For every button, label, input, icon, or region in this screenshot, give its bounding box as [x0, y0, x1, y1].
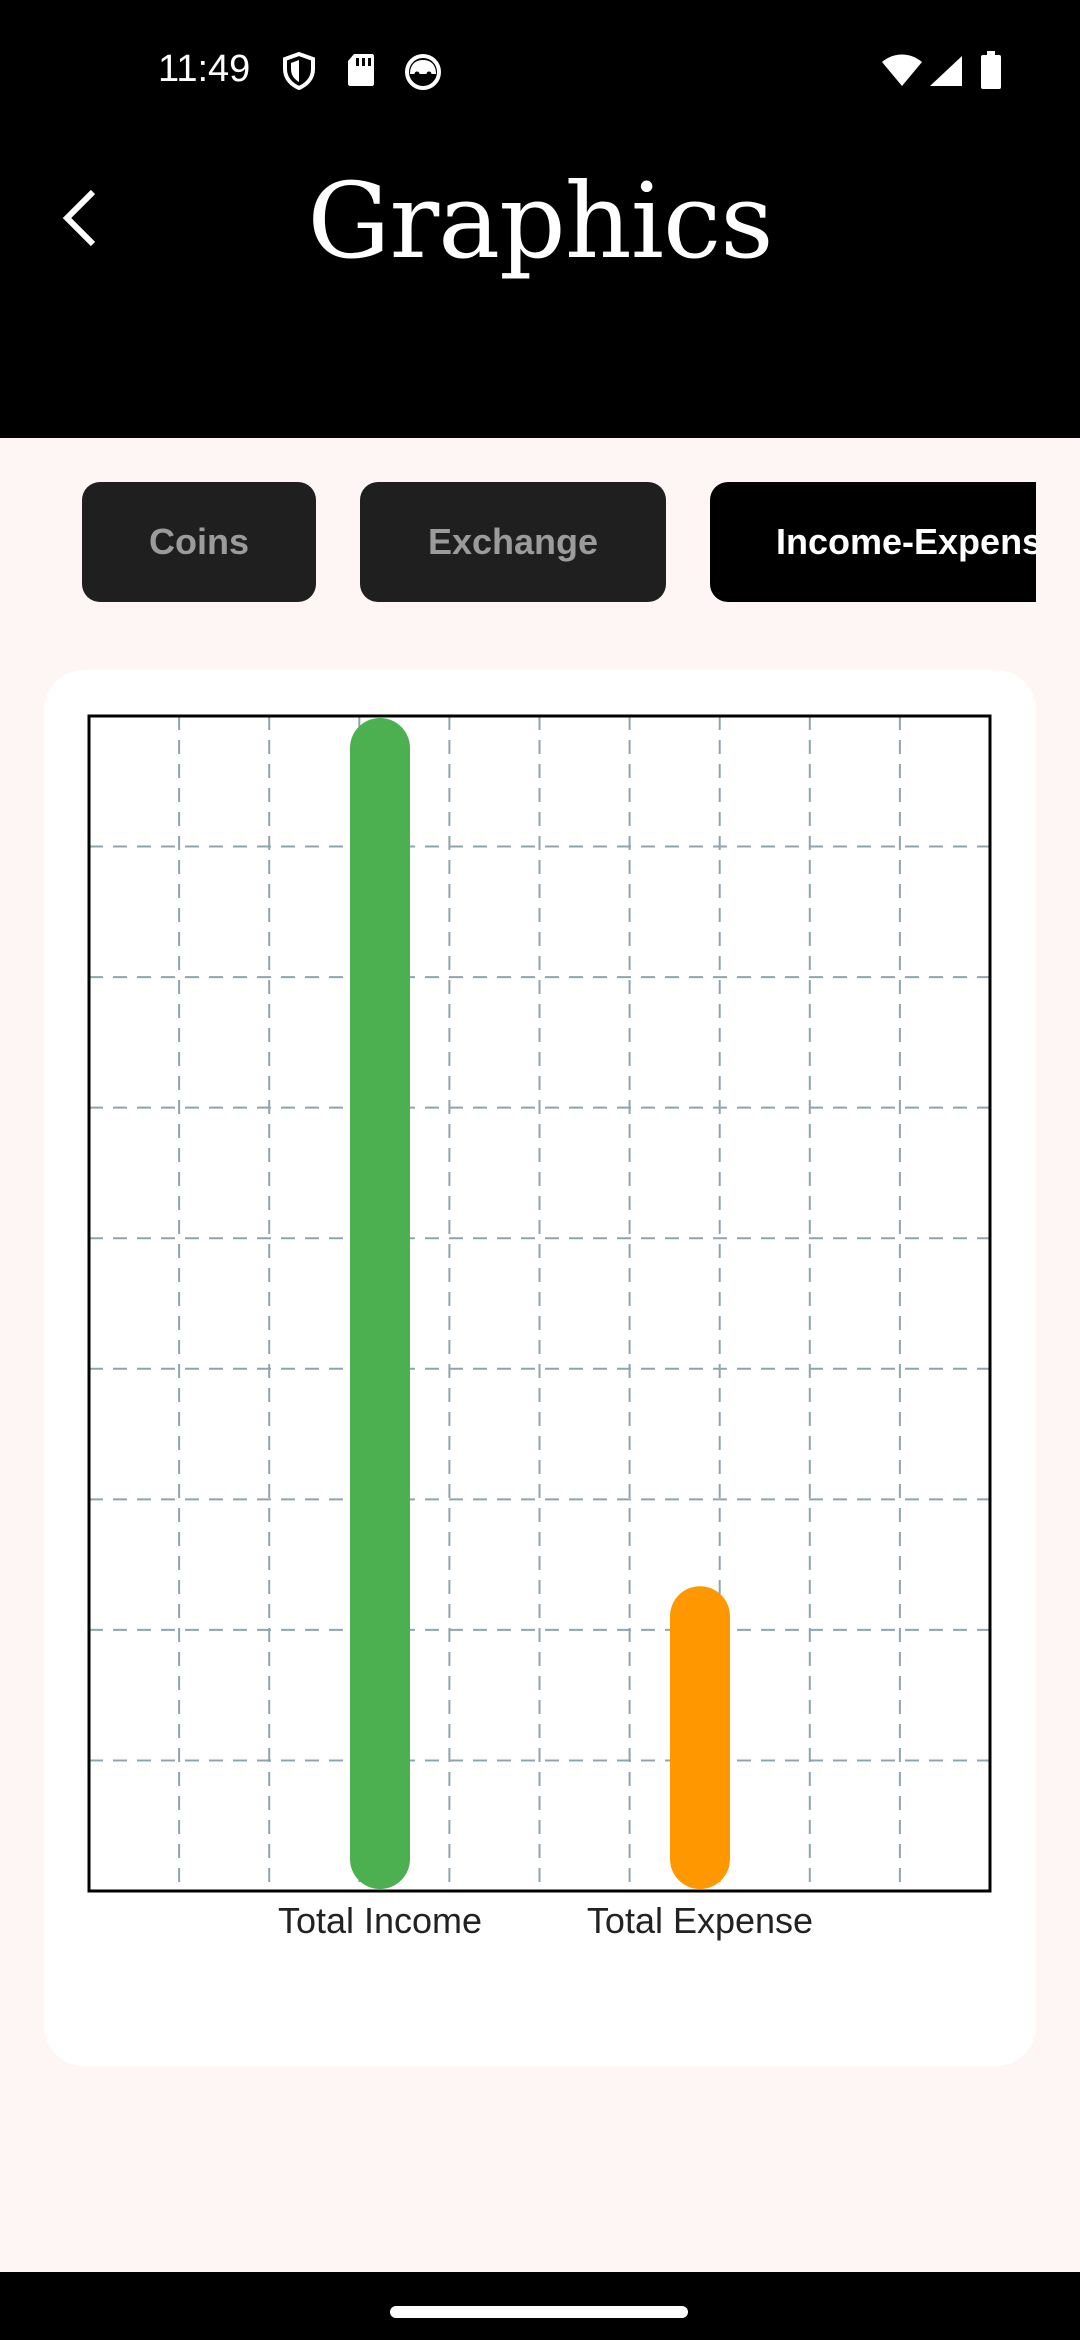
x-tick-label: Total Expense	[587, 1900, 813, 1941]
chart-card: Total Income Total Expense	[44, 670, 1036, 2066]
tabs-row: Coins Exchange Income-Expense	[0, 482, 1036, 604]
sd-card-icon	[346, 52, 376, 93]
tab-income-expense[interactable]: Income-Expense	[710, 482, 1036, 602]
x-tick-label: Total Income	[278, 1900, 482, 1941]
wifi-icon	[880, 54, 924, 93]
back-button[interactable]	[44, 180, 114, 260]
tab-exchange-label: Exchange	[427, 521, 599, 562]
income-expense-chart: Total Income Total Expense	[87, 714, 992, 1941]
bar-total-expense	[670, 1586, 730, 1889]
battery-icon	[980, 50, 1002, 95]
navigation-bar	[0, 2272, 1080, 2340]
tab-coins-label: Coins	[148, 521, 249, 562]
shield-icon	[282, 51, 316, 95]
content-area: Coins Exchange Income-Expense Total Inco…	[0, 438, 1080, 2272]
plot-border	[87, 714, 992, 1893]
status-bar: 11:49	[0, 0, 1080, 140]
home-indicator[interactable]	[390, 2306, 688, 2318]
cat-face-icon	[404, 52, 442, 95]
page-title: Graphics	[307, 160, 773, 282]
app-bar: Graphics	[0, 140, 1080, 438]
tab-exchange[interactable]: Exchange	[360, 482, 666, 602]
chevron-left-icon	[57, 186, 101, 255]
tab-coins[interactable]: Coins	[82, 482, 316, 602]
status-time: 11:49	[158, 48, 251, 90]
tab-income-expense-label: Income-Expense	[776, 521, 1036, 562]
bar-total-income	[350, 718, 410, 1889]
signal-icon	[928, 54, 964, 93]
